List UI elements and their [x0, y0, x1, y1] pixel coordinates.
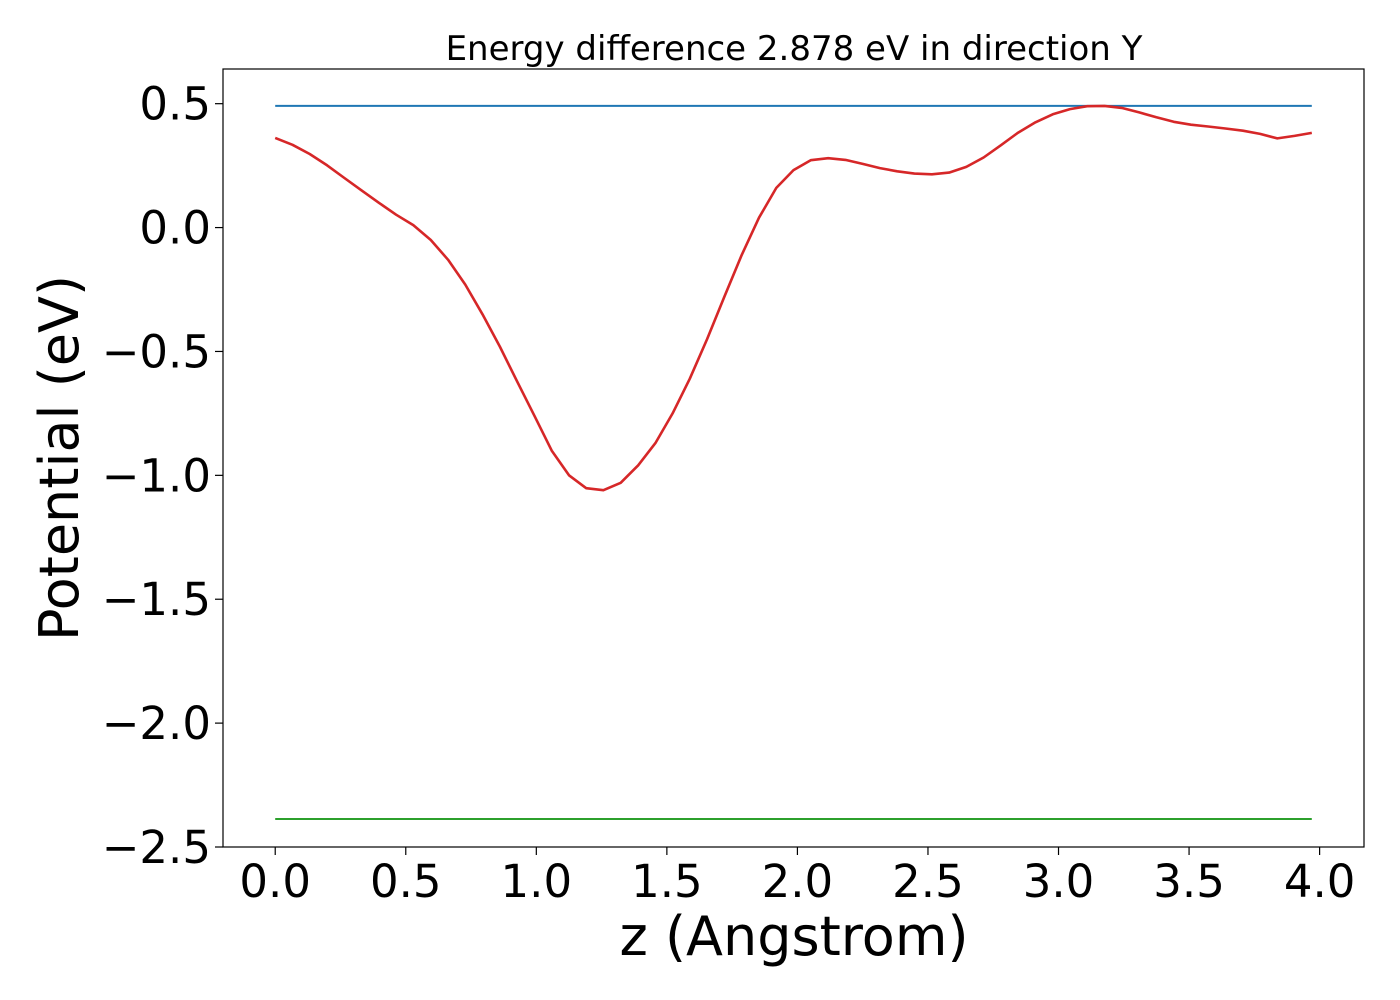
x-tick-label: 1.5 — [631, 855, 703, 908]
series-layer — [274, 104, 1313, 820]
y-axis-label: Potential (eV) — [28, 275, 91, 641]
y-tick-label: −2.5 — [102, 821, 211, 874]
axes-frame — [222, 68, 1365, 848]
x-tick-label: 0.0 — [239, 855, 311, 908]
y-tick-label: −2.0 — [102, 697, 211, 750]
y-tick-label: −1.5 — [102, 573, 211, 626]
chart-title: Energy difference 2.878 eV in direction … — [446, 29, 1143, 69]
x-tick-label: 4.0 — [1284, 855, 1356, 908]
y-tick-label: −0.5 — [102, 325, 211, 378]
x-axis: 0.0 0.5 1.0 1.5 2.0 2.5 3.0 3.5 4.0 — [239, 847, 1355, 908]
x-tick-label: 3.0 — [1023, 855, 1095, 908]
x-tick-label: 3.5 — [1153, 855, 1225, 908]
series-line-2 — [274, 104, 1313, 492]
y-tick-label: −1.0 — [102, 449, 211, 502]
x-tick-label: 0.5 — [370, 855, 442, 908]
x-axis-label: z (Angstrom) — [619, 905, 968, 968]
y-tick-label: 0.0 — [139, 202, 211, 255]
y-axis: 0.5 0.0 −0.5 −1.0 −1.5 −2.0 −2.5 — [102, 78, 223, 874]
x-tick-label: 2.5 — [892, 855, 964, 908]
x-tick-label: 1.0 — [501, 855, 573, 908]
x-tick-label: 2.0 — [762, 855, 834, 908]
y-tick-label: 0.5 — [139, 78, 211, 131]
